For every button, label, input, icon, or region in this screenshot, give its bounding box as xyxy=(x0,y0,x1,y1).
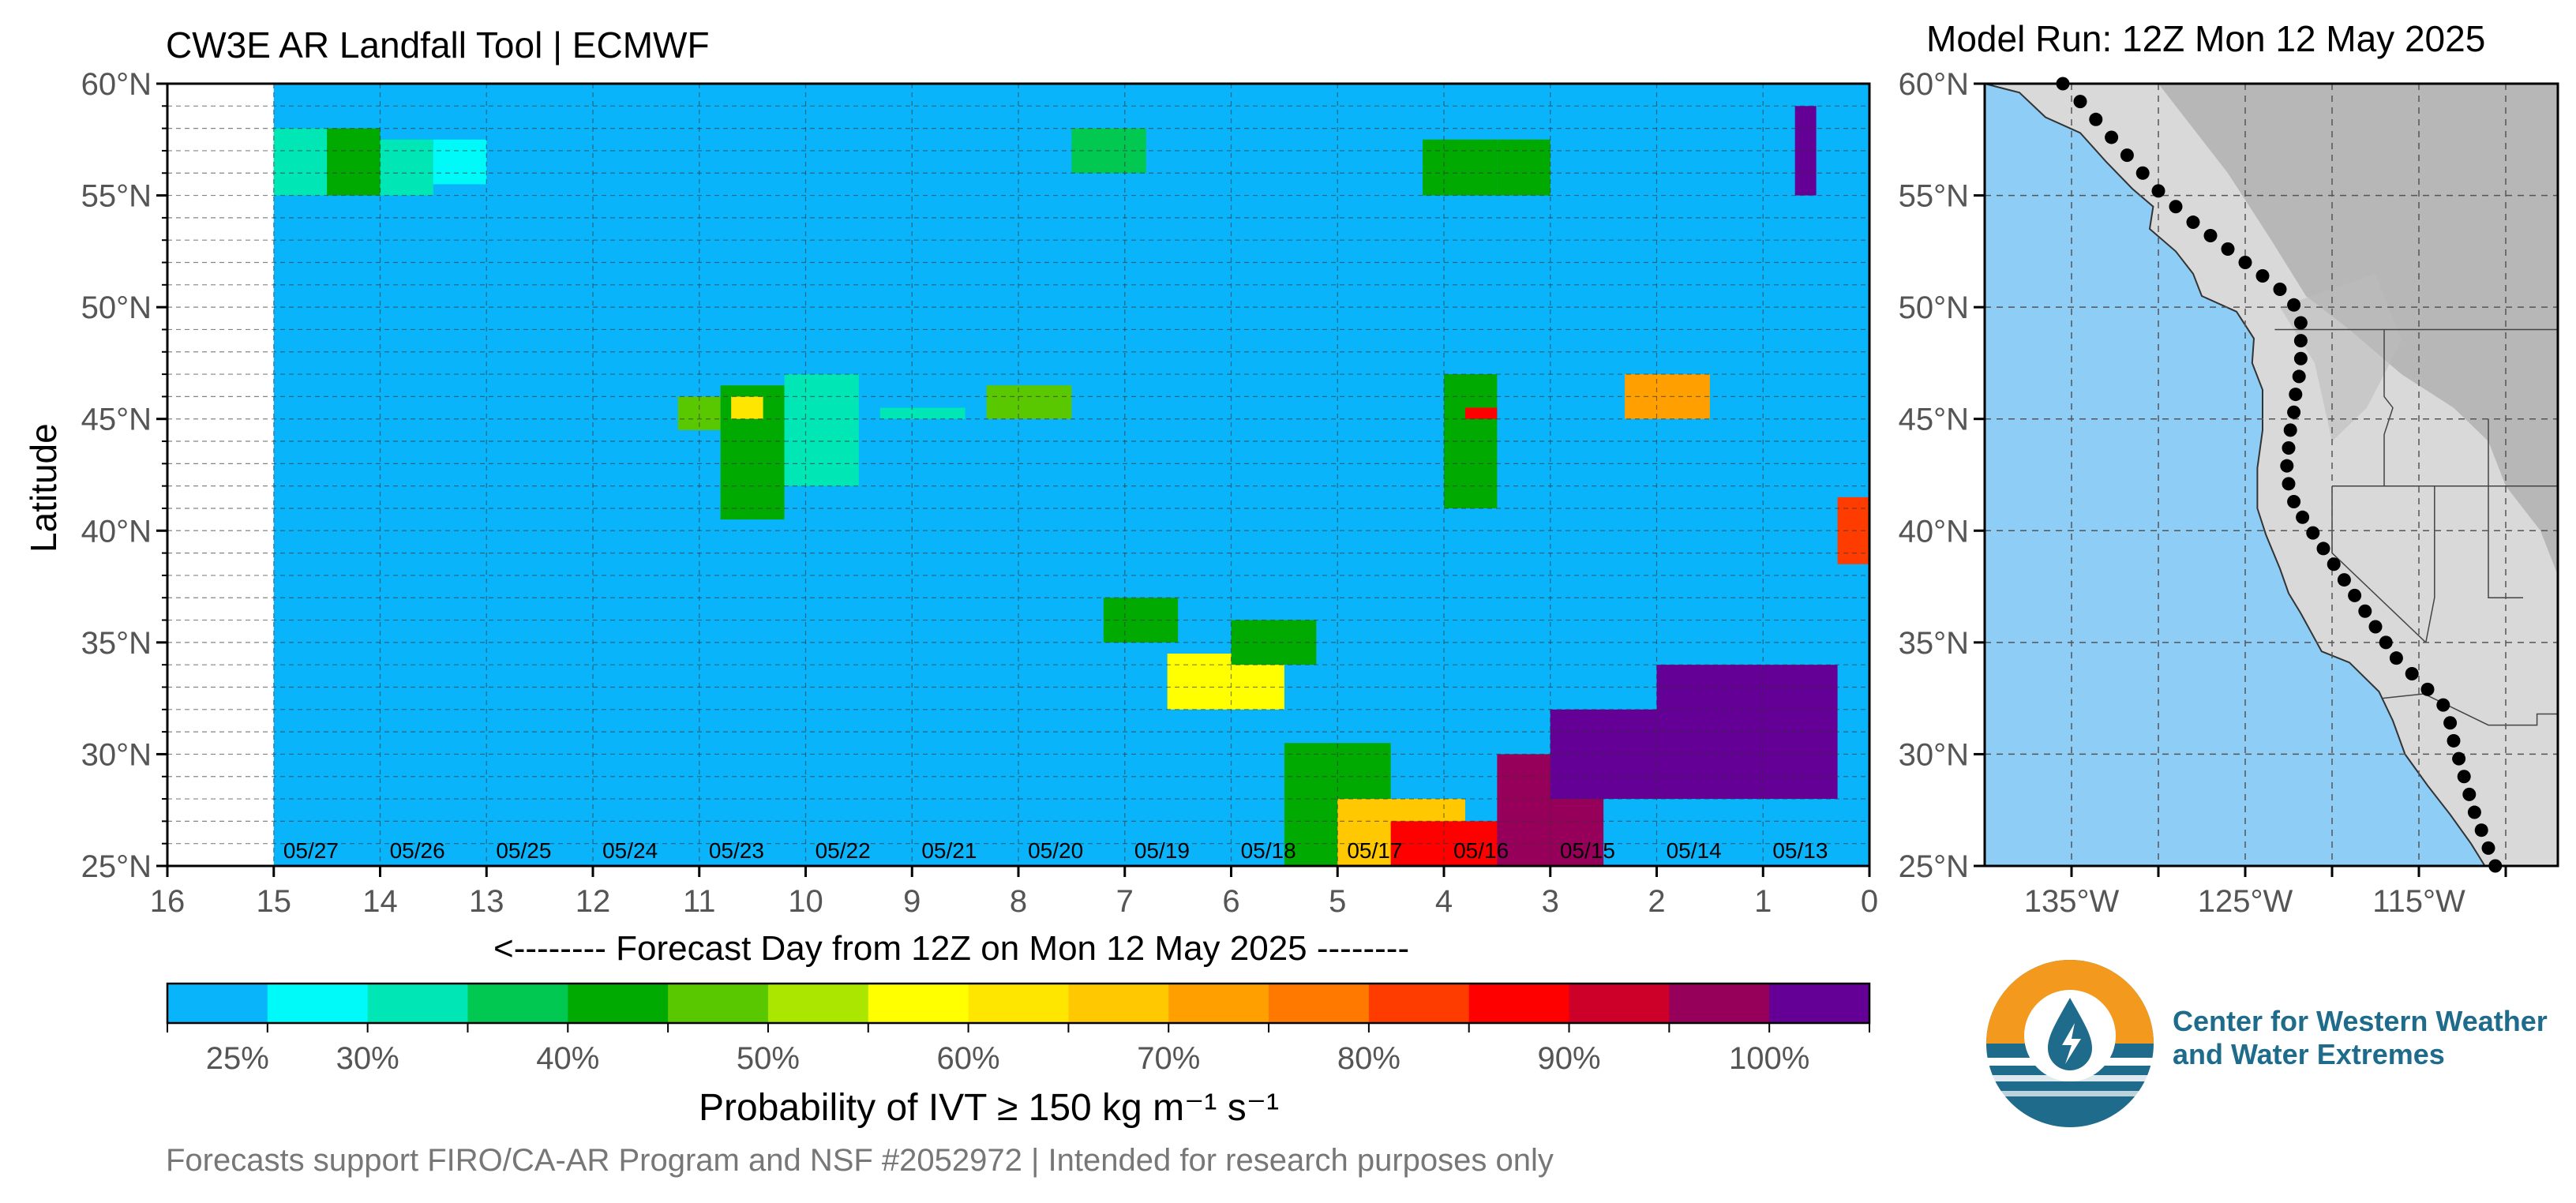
heatmap-cell xyxy=(380,139,433,196)
day-tick-label: 14 xyxy=(362,884,398,919)
day-tick-label: 7 xyxy=(1116,884,1134,919)
heatmap-cell xyxy=(1497,139,1550,196)
day-tick-label: 10 xyxy=(788,884,823,919)
heatmap-cell xyxy=(1423,139,1498,196)
date-label: 05/21 xyxy=(921,838,977,863)
day-tick-label: 0 xyxy=(1861,884,1878,919)
lat-tick-label: 40°N xyxy=(81,514,152,549)
heatmap-cell xyxy=(433,139,487,185)
day-tick-label: 9 xyxy=(903,884,921,919)
day-tick-label: 12 xyxy=(576,884,611,919)
date-label: 05/22 xyxy=(816,838,871,863)
date-label: 05/16 xyxy=(1453,838,1509,863)
day-tick-label: 1 xyxy=(1754,884,1772,919)
date-label: 05/27 xyxy=(283,838,339,863)
day-tick-label: 3 xyxy=(1542,884,1559,919)
heatmap-cell xyxy=(879,407,966,419)
day-tick-label: 11 xyxy=(683,884,716,919)
date-label: 05/13 xyxy=(1772,838,1828,863)
date-label: 05/15 xyxy=(1560,838,1615,863)
date-label: 05/14 xyxy=(1667,838,1722,863)
day-tick-label: 8 xyxy=(1010,884,1027,919)
footer-note: Forecasts support FIRO/CA-AR Program and… xyxy=(166,1143,1554,1178)
day-tick-label: 16 xyxy=(150,884,186,919)
logo-text-line2: and Water Extremes xyxy=(2173,1038,2445,1070)
lat-tick-label: 35°N xyxy=(81,626,152,661)
heatmap-cell xyxy=(327,128,381,196)
lat-tick-label: 55°N xyxy=(81,179,152,214)
lat-tick-label: 60°N xyxy=(81,67,152,102)
day-tick-label: 4 xyxy=(1435,884,1453,919)
heatmap-cell xyxy=(1656,665,1838,800)
x-axis-label: <-------- Forecast Day from 12Z on Mon 1… xyxy=(493,929,1410,968)
date-label: 05/24 xyxy=(602,838,658,863)
colorbar-title: Probability of IVT ≥ 150 kg m⁻¹ s⁻¹ xyxy=(699,1087,1280,1129)
date-label: 05/26 xyxy=(390,838,445,863)
cw3e-logo-icon xyxy=(1986,960,2154,1127)
heatmap-cell xyxy=(1464,407,1498,419)
lat-tick-label: 30°N xyxy=(81,737,152,772)
heatmap-cell xyxy=(273,128,328,196)
date-label: 05/18 xyxy=(1241,838,1296,863)
day-tick-label: 15 xyxy=(257,884,292,919)
day-tick-label: 5 xyxy=(1329,884,1346,919)
day-tick-label: 6 xyxy=(1222,884,1239,919)
lat-tick-label: 25°N xyxy=(81,849,152,884)
date-label: 05/25 xyxy=(496,838,551,863)
chart-title: CW3E AR Landfall Tool | ECMWF xyxy=(166,24,710,66)
heatmap-cell xyxy=(731,396,763,419)
lat-tick-label: 45°N xyxy=(81,403,152,437)
day-tick-label: 2 xyxy=(1648,884,1665,919)
heatmap-cell xyxy=(986,385,1072,419)
heatmap-cell xyxy=(784,374,859,486)
date-label: 05/20 xyxy=(1028,838,1083,863)
lat-tick-label: 50°N xyxy=(81,290,152,325)
model-run-title: Model Run: 12Z Mon 12 May 2025 xyxy=(1926,18,2486,59)
date-label: 05/17 xyxy=(1347,838,1402,863)
date-label: 05/23 xyxy=(709,838,764,863)
y-axis-label: Latitude xyxy=(23,423,64,553)
day-tick-label: 13 xyxy=(469,884,504,919)
logo-text-line1: Center for Western Weather xyxy=(2173,1005,2548,1037)
date-label: 05/19 xyxy=(1134,838,1190,863)
